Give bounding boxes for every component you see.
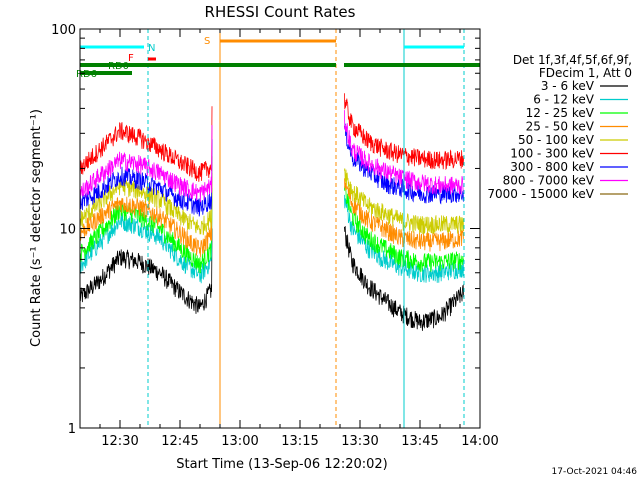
rd6-label: RD6	[76, 69, 97, 80]
x-tick-label: 13:00	[221, 434, 258, 449]
footer-date: 17-Oct-2021 04:46	[552, 467, 638, 477]
legend-header-2: FDecim 1, Att 0	[539, 66, 632, 80]
legend-entry: 3 - 6 keV	[541, 79, 595, 93]
x-tick-label: 13:45	[401, 434, 438, 449]
chart-title: RHESSI Count Rates	[205, 3, 356, 21]
y-axis-label: Count Rate (s⁻¹ detector segment⁻¹)	[29, 109, 44, 347]
series-line	[79, 228, 213, 314]
legend-entry: 7000 - 15000 keV	[487, 187, 594, 201]
night-label: N	[148, 43, 155, 54]
x-axis: 12:30 12:45 13:00 13:15 13:30 13:45 14:00	[79, 29, 499, 449]
series-line	[79, 139, 213, 217]
x-tick-label: 13:15	[281, 434, 318, 449]
x-axis-label: Start Time (13-Sep-06 12:20:02)	[176, 457, 387, 472]
series-line	[79, 172, 213, 258]
legend-entry: 6 - 12 keV	[533, 93, 595, 107]
legend-entry: 100 - 300 keV	[510, 147, 594, 161]
legend-entry: 300 - 800 keV	[510, 160, 594, 174]
legend-entry: 25 - 50 keV	[526, 120, 595, 134]
x-tick-label: 14:00	[461, 434, 498, 449]
x-tick-label: 12:45	[161, 434, 198, 449]
y-tick-label: 1	[68, 422, 76, 437]
legend-header-1: Det 1f,3f,4f,5f,6f,9f,	[513, 53, 632, 67]
series-traces	[79, 93, 464, 331]
legend: Det 1f,3f,4f,5f,6f,9f, FDecim 1, Att 0 3…	[487, 53, 632, 201]
saa-label: S	[204, 36, 210, 47]
y-tick-label: 100	[51, 23, 76, 38]
y-axis: 1 10 100	[51, 23, 480, 437]
legend-entry: 12 - 25 keV	[526, 106, 595, 120]
x-tick-label: 12:30	[101, 434, 138, 449]
legend-entry: 50 - 100 keV	[518, 133, 595, 147]
legend-entry: 800 - 7000 keV	[503, 174, 595, 188]
rd0-label: RD0	[108, 61, 129, 72]
flare-label: F	[128, 53, 134, 64]
y-tick-label: 10	[59, 223, 76, 238]
series-line	[79, 187, 213, 274]
series-line	[79, 106, 213, 182]
series-line	[79, 199, 213, 284]
overlay-lines: S F N RD0 RD6	[76, 29, 480, 428]
series-line	[79, 125, 213, 203]
x-tick-label: 13:30	[341, 434, 378, 449]
